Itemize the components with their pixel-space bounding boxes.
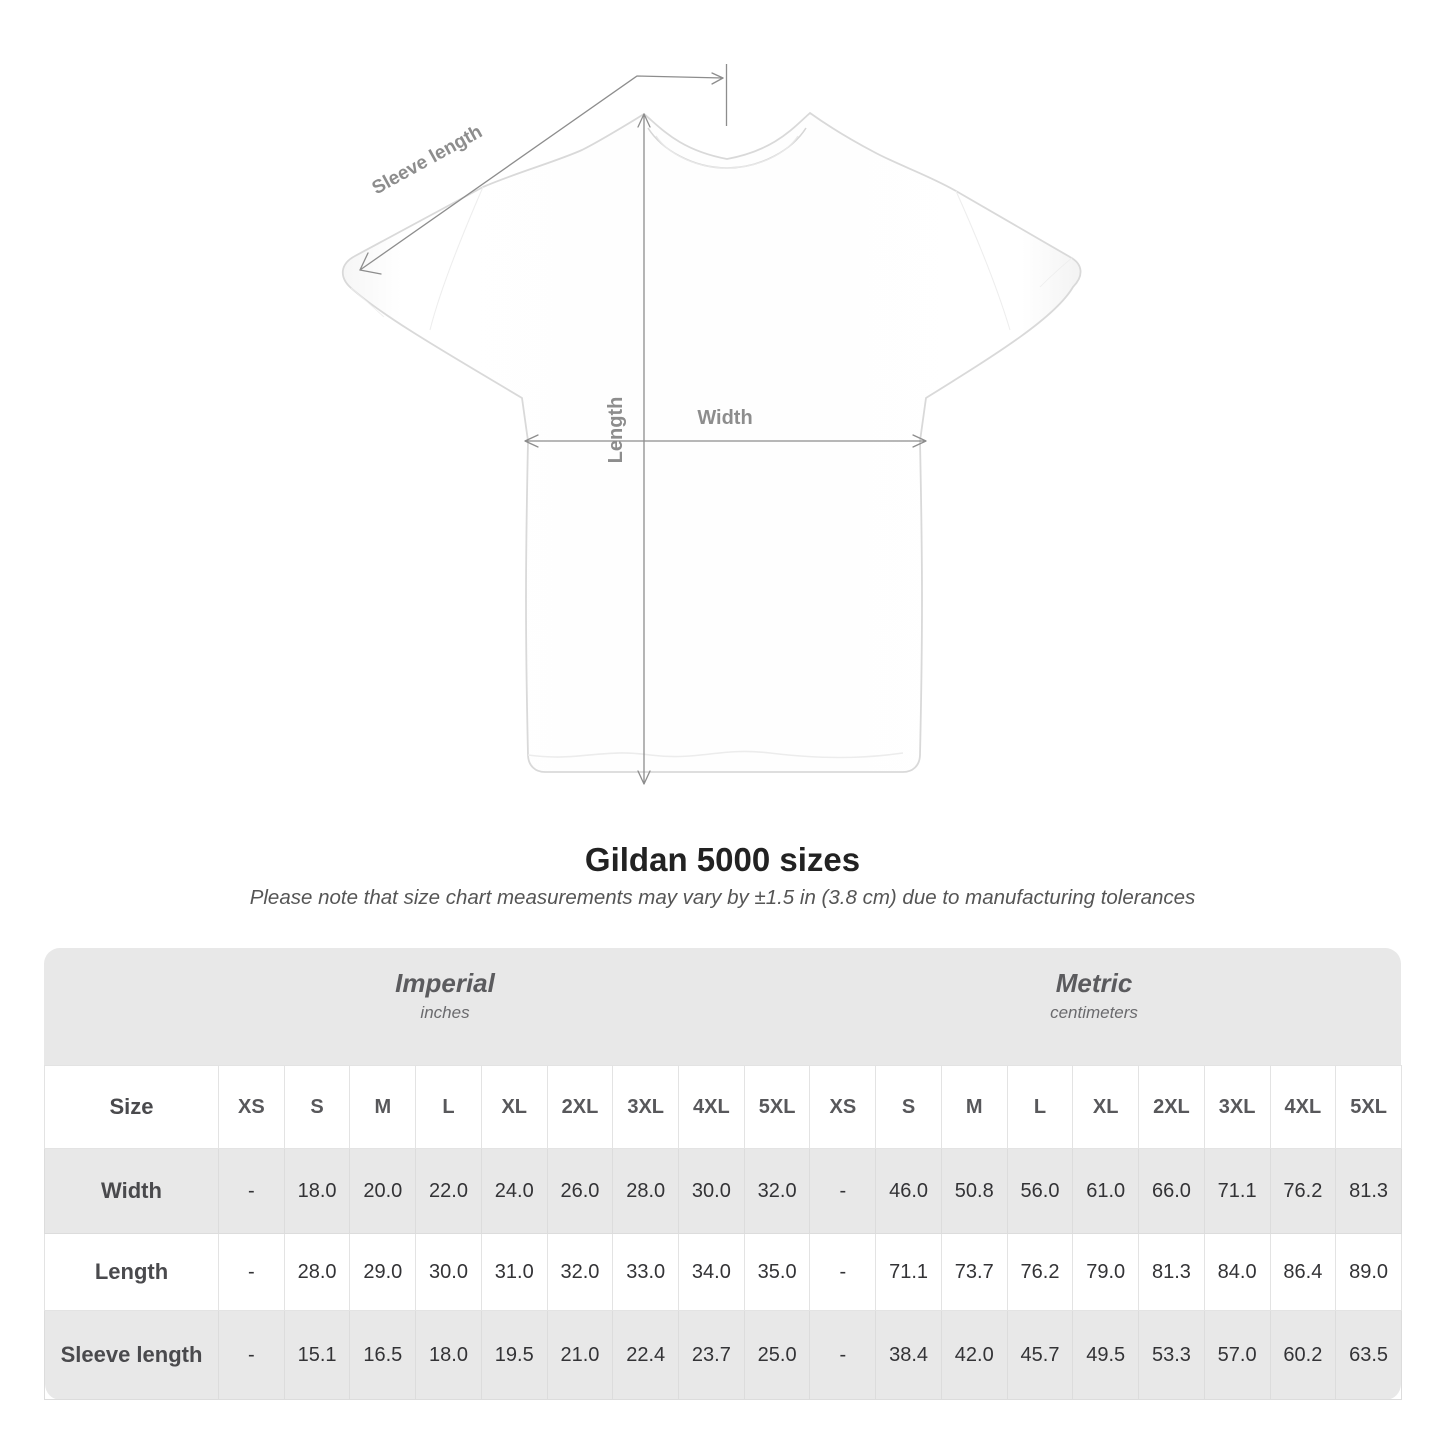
svg-text:Length: Length [605,397,627,464]
svg-text:Sleeve length: Sleeve length [369,121,486,199]
svg-text:Width: Width [697,407,752,429]
